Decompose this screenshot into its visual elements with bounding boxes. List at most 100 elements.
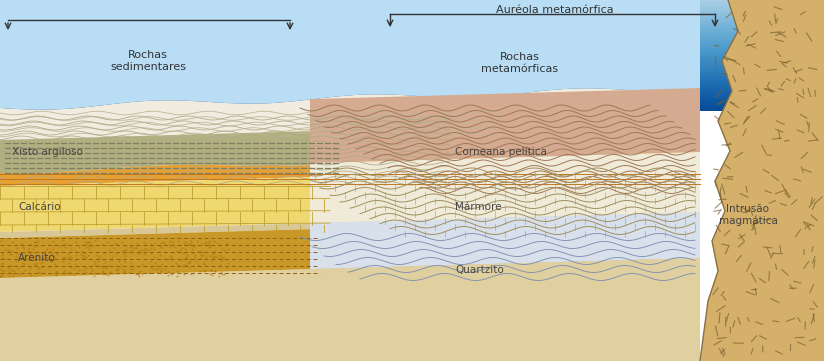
- Bar: [0, 40, 824, 42]
- Bar: [0, 4, 824, 6]
- Bar: [0, 87, 824, 89]
- Polygon shape: [310, 152, 700, 223]
- Bar: [0, 10, 824, 12]
- Bar: [0, 26, 824, 29]
- Bar: [0, 90, 824, 92]
- Polygon shape: [0, 212, 700, 238]
- Text: Rochas
metamórficas: Rochas metamórficas: [481, 52, 559, 74]
- Bar: [0, 104, 824, 107]
- Text: Rochas
sedimentares: Rochas sedimentares: [110, 50, 186, 71]
- Bar: [0, 33, 824, 35]
- Bar: [0, 32, 824, 34]
- Bar: [0, 88, 824, 90]
- Bar: [0, 81, 824, 83]
- Bar: [0, 97, 824, 100]
- Text: Corneana pelítica: Corneana pelítica: [455, 147, 547, 157]
- Bar: [0, 55, 824, 57]
- Bar: [0, 34, 824, 37]
- Text: Arenito: Arenito: [18, 253, 56, 263]
- Bar: [0, 83, 824, 85]
- Bar: [0, 48, 824, 51]
- Bar: [0, 0, 824, 3]
- Bar: [0, 74, 824, 77]
- Bar: [0, 77, 824, 79]
- Bar: [0, 58, 824, 60]
- Bar: [0, 71, 824, 74]
- Polygon shape: [0, 0, 700, 110]
- Polygon shape: [700, 0, 824, 361]
- Bar: [0, 93, 824, 96]
- Bar: [0, 45, 824, 48]
- Bar: [0, 44, 824, 46]
- Bar: [0, 61, 824, 63]
- Bar: [0, 49, 824, 52]
- Polygon shape: [310, 212, 700, 269]
- Bar: [0, 63, 824, 66]
- Bar: [0, 30, 824, 32]
- Polygon shape: [0, 218, 700, 278]
- Bar: [0, 41, 824, 44]
- Bar: [0, 37, 824, 39]
- Bar: [0, 36, 824, 38]
- Bar: [0, 109, 824, 111]
- Bar: [0, 75, 824, 78]
- Bar: [0, 15, 824, 17]
- Bar: [0, 1, 824, 4]
- Bar: [0, 106, 824, 108]
- Polygon shape: [0, 166, 700, 232]
- Bar: [0, 21, 824, 23]
- Text: Xisto argiloso: Xisto argiloso: [12, 147, 83, 157]
- Bar: [0, 78, 824, 81]
- Bar: [0, 11, 824, 13]
- Bar: [0, 56, 824, 59]
- Bar: [0, 96, 824, 99]
- Bar: [0, 95, 824, 97]
- Bar: [0, 100, 824, 103]
- Polygon shape: [0, 258, 700, 361]
- Bar: [0, 14, 824, 16]
- Bar: [0, 59, 824, 61]
- Bar: [0, 8, 824, 10]
- Bar: [0, 17, 824, 19]
- Text: Quartzito: Quartzito: [455, 265, 503, 275]
- Bar: [0, 39, 824, 41]
- Bar: [0, 54, 824, 56]
- Bar: [0, 85, 824, 88]
- Bar: [0, 52, 824, 55]
- Bar: [0, 99, 824, 101]
- Polygon shape: [310, 88, 700, 163]
- Bar: [0, 3, 824, 5]
- Bar: [0, 70, 824, 73]
- Bar: [0, 80, 824, 82]
- Bar: [0, 73, 824, 75]
- Bar: [0, 47, 824, 49]
- Text: Mármore: Mármore: [455, 202, 502, 212]
- Bar: [0, 68, 824, 70]
- Bar: [0, 19, 824, 22]
- Polygon shape: [0, 151, 700, 186]
- Bar: [0, 66, 824, 68]
- Bar: [0, 12, 824, 15]
- Bar: [0, 27, 824, 30]
- Bar: [0, 62, 824, 64]
- Bar: [0, 92, 824, 95]
- Bar: [0, 29, 824, 31]
- Bar: [0, 84, 824, 86]
- Bar: [0, 7, 824, 9]
- Text: Auréola metamórfica: Auréola metamórfica: [496, 5, 614, 15]
- Bar: [0, 18, 824, 20]
- Polygon shape: [0, 88, 700, 173]
- Bar: [0, 91, 824, 93]
- Bar: [0, 102, 824, 104]
- Bar: [0, 103, 824, 105]
- Bar: [0, 43, 824, 45]
- Bar: [0, 25, 824, 27]
- Polygon shape: [0, 120, 700, 173]
- Bar: [0, 107, 824, 110]
- Bar: [0, 69, 824, 71]
- Text: Calcário: Calcário: [18, 202, 61, 212]
- Bar: [0, 51, 824, 53]
- Text: Intrusão
magmática: Intrusão magmática: [719, 204, 777, 226]
- Bar: [0, 23, 824, 26]
- Bar: [0, 22, 824, 25]
